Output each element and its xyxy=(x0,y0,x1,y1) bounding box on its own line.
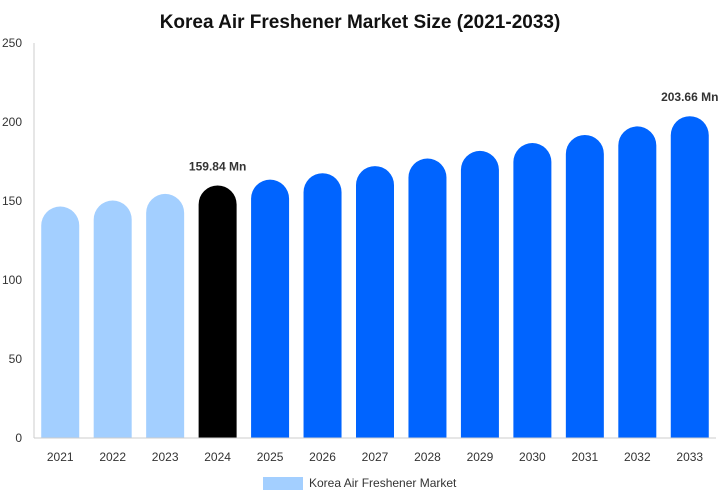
y-tick-label: 50 xyxy=(9,352,23,366)
data-labels: 159.84 Mn 203.66 Mn xyxy=(189,90,719,173)
x-tick-label: 2031 xyxy=(571,450,598,464)
y-tick-label: 150 xyxy=(2,194,22,208)
bar-2022[interactable] xyxy=(93,200,132,438)
y-tick-label: 100 xyxy=(2,273,22,287)
x-tick-label: 2033 xyxy=(676,450,703,464)
chart-title: Korea Air Freshener Market Size (2021-20… xyxy=(160,12,561,33)
bar-2028[interactable] xyxy=(408,158,447,439)
bar-2027[interactable] xyxy=(356,166,394,438)
bar-2026[interactable] xyxy=(303,173,342,438)
legend-swatch xyxy=(263,477,303,490)
legend-label: Korea Air Freshener Market xyxy=(309,476,457,490)
bar-2031[interactable] xyxy=(565,134,604,438)
x-tick-label: 2024 xyxy=(204,450,231,464)
data-label-2033: 203.66 Mn xyxy=(661,90,718,104)
x-tick-label: 2023 xyxy=(152,450,179,464)
bar-2030[interactable] xyxy=(513,143,552,438)
bar-2021[interactable] xyxy=(41,206,80,438)
x-tick-label: 2025 xyxy=(257,450,284,464)
x-tick-label: 2021 xyxy=(47,450,74,464)
bar-2032[interactable] xyxy=(618,126,657,438)
bars xyxy=(41,116,709,439)
y-tick-label: 0 xyxy=(15,431,22,445)
data-label-2024: 159.84 Mn xyxy=(189,159,246,173)
x-tick-label: 2027 xyxy=(362,450,389,464)
bar-2033[interactable] xyxy=(670,116,709,438)
x-tick-label: 2032 xyxy=(624,450,651,464)
x-tick-label: 2028 xyxy=(414,450,441,464)
x-tick-label: 2030 xyxy=(519,450,546,464)
bar-2029[interactable] xyxy=(460,150,499,438)
y-tick-label: 250 xyxy=(2,36,22,50)
legend[interactable]: Korea Air Freshener Market xyxy=(263,476,457,490)
y-tick-label: 200 xyxy=(2,115,22,129)
x-tick-label: 2022 xyxy=(99,450,126,464)
bar-2024[interactable] xyxy=(198,185,237,438)
y-axis: 0 50 100 150 200 250 xyxy=(2,36,35,445)
bar-2023[interactable] xyxy=(146,193,185,438)
x-tick-label: 2029 xyxy=(467,450,494,464)
x-tick-label: 2026 xyxy=(309,450,336,464)
x-axis: 2021 2022 2023 2024 2025 2026 2027 2028 2029 2030… xyxy=(34,437,716,464)
bar-2025[interactable] xyxy=(251,179,290,438)
